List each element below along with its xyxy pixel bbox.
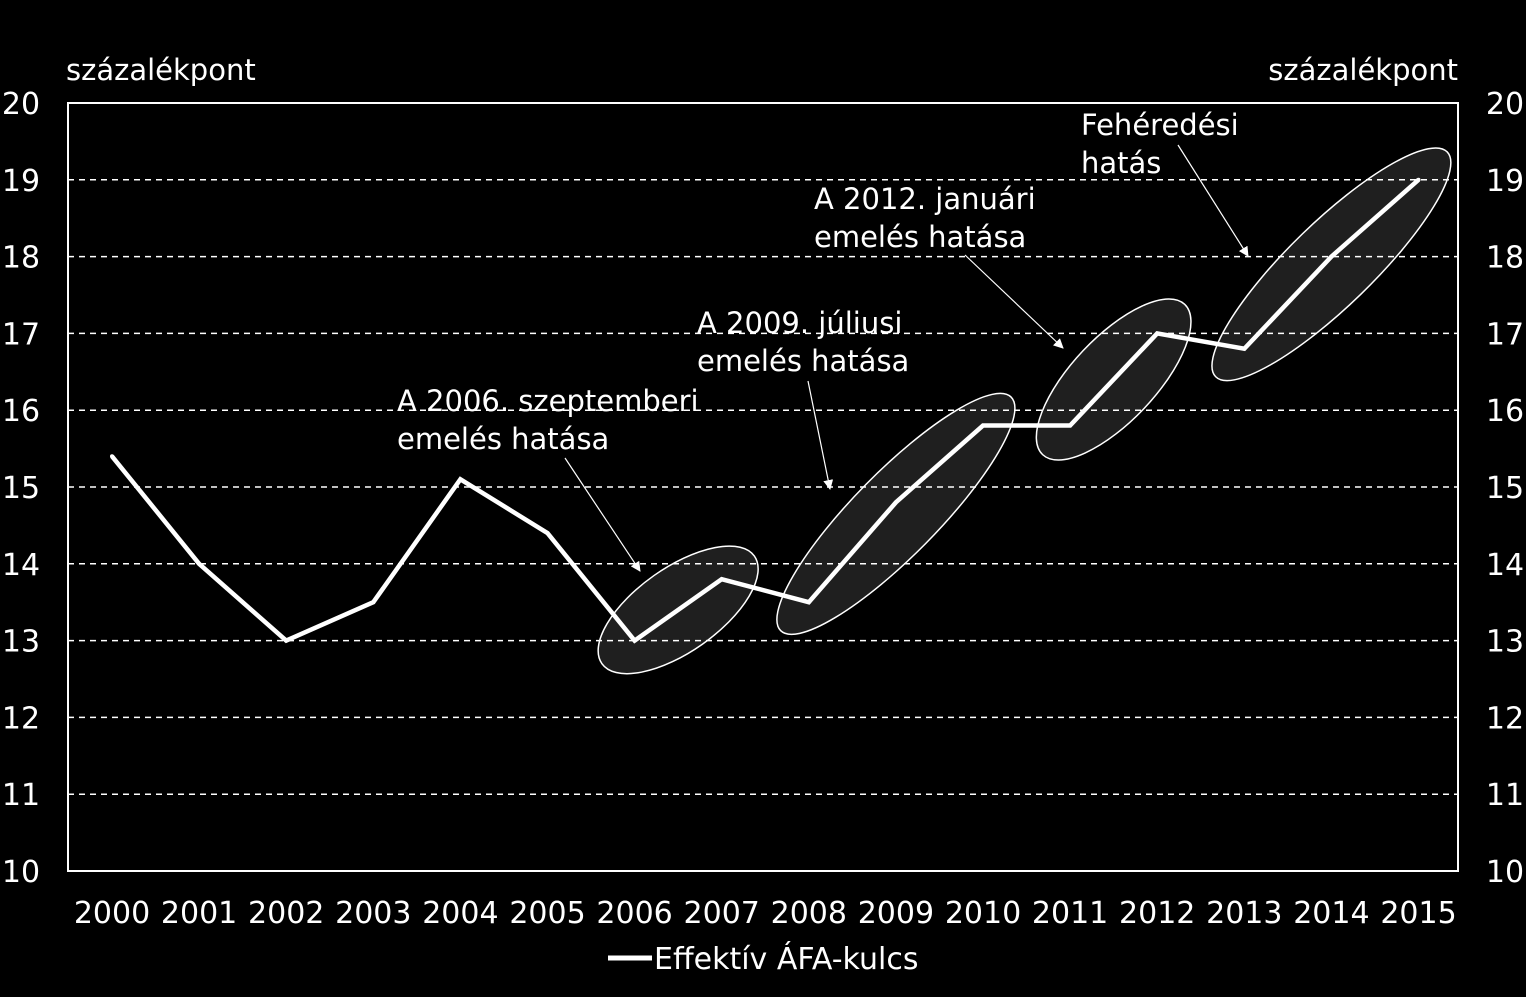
data-point-2009: [893, 500, 898, 505]
y-tick-right-12: 12: [1486, 701, 1524, 736]
right-y-axis: 10 11 12 13 14 15 16 17 18 19 20: [1486, 87, 1524, 890]
x-tick-2008: 2008: [771, 896, 847, 931]
data-point-2007: [719, 577, 724, 582]
x-tick-2007: 2007: [684, 896, 760, 931]
annotation-2012-line1: A 2012. januári: [814, 182, 1036, 216]
y-tick-right-15: 15: [1486, 471, 1524, 506]
y-tick-right-13: 13: [1486, 625, 1524, 660]
y-tick-right-19: 19: [1486, 164, 1524, 199]
annotation-2012: A 2012. januári emelés hatása: [814, 182, 1036, 254]
y-tick-right-20: 20: [1486, 87, 1524, 122]
y-tick-left-20: 20: [2, 87, 40, 122]
x-tick-2000: 2000: [74, 896, 150, 931]
y-tick-left-15: 15: [2, 471, 40, 506]
data-point-2013: [1242, 346, 1247, 351]
series-line-0: [110, 178, 1420, 644]
y-tick-right-18: 18: [1486, 241, 1524, 276]
x-tick-2011: 2011: [1032, 896, 1108, 931]
annotation-arrow-0: [564, 457, 641, 572]
data-point-2003: [371, 600, 376, 605]
y-tick-right-16: 16: [1486, 394, 1524, 429]
legend: Effektív ÁFA-kulcs: [608, 941, 918, 977]
annotation-arrows: [564, 144, 1249, 572]
data-point-2000: [110, 454, 114, 459]
y-tick-right-10: 10: [1486, 855, 1524, 890]
data-point-2005: [545, 531, 550, 536]
y-tick-left-17: 17: [2, 317, 40, 352]
data-point-2011: [1068, 423, 1073, 428]
left-y-axis: 10 11 12 13 14 15 16 17 18 19 20: [2, 87, 40, 890]
annotation-whitening: Fehéredési hatás: [1081, 108, 1239, 180]
data-point-2004: [458, 477, 463, 482]
right-unit-label: százalékpont: [1268, 53, 1458, 87]
annotation-2006: A 2006. szeptemberi emelés hatása: [397, 384, 699, 456]
y-tick-left-16: 16: [2, 394, 40, 429]
y-tick-left-11: 11: [2, 778, 40, 813]
legend-label: Effektív ÁFA-kulcs: [654, 941, 918, 977]
x-tick-2004: 2004: [422, 896, 498, 931]
annotation-arrow-3: [1177, 144, 1249, 257]
annotation-2006-line2: emelés hatása: [397, 422, 609, 456]
x-tick-2012: 2012: [1119, 896, 1195, 931]
highlight-ellipse-1: [776, 392, 1016, 636]
y-tick-left-14: 14: [2, 548, 40, 583]
x-tick-2001: 2001: [161, 896, 237, 931]
data-point-2010: [981, 423, 985, 428]
x-tick-2015: 2015: [1380, 896, 1456, 931]
data-point-2008: [806, 600, 811, 605]
annotation-2012-line2: emelés hatása: [814, 220, 1026, 254]
x-tick-2006: 2006: [596, 896, 672, 931]
y-tick-right-14: 14: [1486, 548, 1524, 583]
annotation-whitening-line1: Fehéredési: [1081, 108, 1239, 142]
y-tick-right-17: 17: [1486, 317, 1524, 352]
x-tick-2010: 2010: [945, 896, 1021, 931]
x-axis: 2000 2001 2002 2003 2004 2005 2006 2007 2008 2009…: [74, 896, 1457, 931]
y-tick-left-18: 18: [2, 241, 40, 276]
x-tick-2005: 2005: [509, 896, 585, 931]
y-tick-right-11: 11: [1486, 778, 1524, 813]
data-point-2001: [197, 561, 202, 566]
data-point-2012: [1155, 331, 1160, 336]
annotation-whitening-line2: hatás: [1081, 146, 1161, 180]
annotation-2006-line1: A 2006. szeptemberi: [397, 384, 699, 418]
annotation-2009: A 2009. júliusi emelés hatása: [697, 306, 909, 378]
grid: [68, 179, 1458, 795]
plot-frame: [67, 102, 1459, 872]
annotation-2009-line1: A 2009. júliusi: [697, 306, 902, 340]
y-tick-left-19: 19: [2, 164, 40, 199]
annotation-2009-line2: emelés hatása: [697, 344, 909, 378]
y-tick-left-12: 12: [2, 701, 40, 736]
left-unit-label: százalékpont: [66, 53, 256, 87]
series-layer: [110, 177, 1421, 644]
y-tick-left-13: 13: [2, 625, 40, 660]
data-point-2015: [1416, 177, 1421, 182]
highlight-ellipse-3: [1211, 147, 1452, 382]
data-point-2006: [632, 638, 637, 643]
data-point-2014: [1329, 254, 1334, 259]
annotation-arrow-2: [964, 254, 1064, 349]
x-tick-2002: 2002: [248, 896, 324, 931]
x-tick-2014: 2014: [1293, 896, 1369, 931]
x-tick-2013: 2013: [1206, 896, 1282, 931]
x-tick-2009: 2009: [858, 896, 934, 931]
x-tick-2003: 2003: [335, 896, 411, 931]
annotation-arrow-1: [807, 380, 834, 490]
y-tick-left-10: 10: [2, 855, 40, 890]
data-point-2002: [284, 638, 289, 643]
